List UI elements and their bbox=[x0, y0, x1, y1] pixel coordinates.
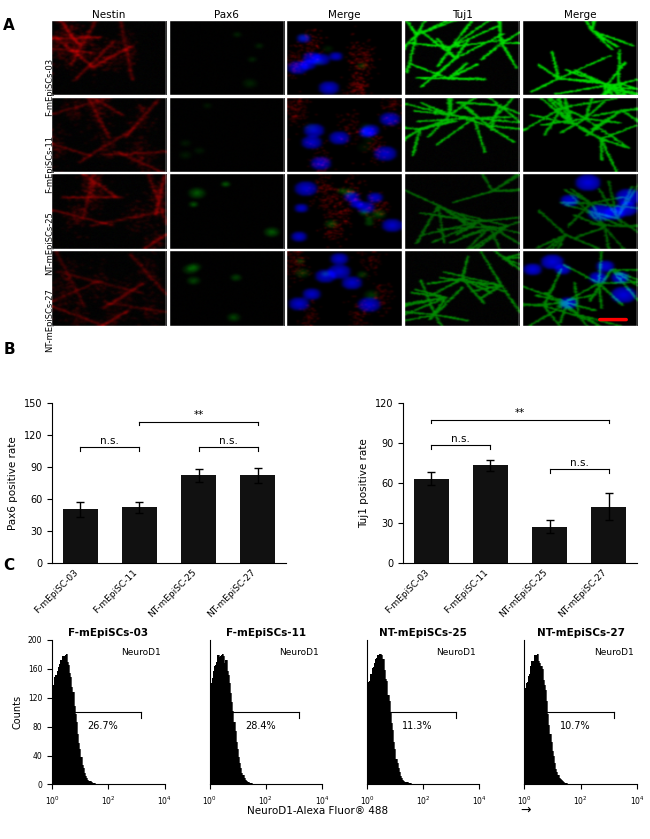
Title: Merge: Merge bbox=[564, 10, 596, 20]
Bar bbox=[473, 466, 508, 563]
Text: **: ** bbox=[515, 409, 525, 419]
Bar bbox=[62, 509, 98, 563]
Text: NeuroD1: NeuroD1 bbox=[279, 649, 318, 658]
Title: NT-mEpiSCs-25: NT-mEpiSCs-25 bbox=[380, 628, 467, 638]
Text: 11.3%: 11.3% bbox=[402, 721, 433, 731]
Y-axis label: NT-mEpiSCs-25: NT-mEpiSCs-25 bbox=[45, 211, 54, 275]
Title: NT-mEpiSCs-27: NT-mEpiSCs-27 bbox=[537, 628, 625, 638]
Text: 28.4%: 28.4% bbox=[245, 721, 276, 731]
Title: Merge: Merge bbox=[328, 10, 361, 20]
Text: 10.7%: 10.7% bbox=[560, 721, 590, 731]
Text: →: → bbox=[520, 804, 530, 816]
Bar bbox=[122, 508, 157, 563]
Text: A: A bbox=[3, 18, 15, 34]
Text: C: C bbox=[3, 558, 14, 573]
Text: NeuroD1: NeuroD1 bbox=[594, 649, 634, 658]
Y-axis label: Counts: Counts bbox=[12, 695, 22, 729]
Text: NeuroD1: NeuroD1 bbox=[436, 649, 476, 658]
Title: Tuj1: Tuj1 bbox=[452, 10, 473, 20]
Y-axis label: NT-mEpiSCs-27: NT-mEpiSCs-27 bbox=[45, 289, 54, 352]
Bar bbox=[532, 527, 567, 563]
Title: Pax6: Pax6 bbox=[214, 10, 239, 20]
Text: n.s.: n.s. bbox=[569, 458, 588, 468]
Y-axis label: F-mEpiSCs-03: F-mEpiSCs-03 bbox=[45, 58, 54, 117]
Text: **: ** bbox=[194, 410, 203, 420]
Title: Nestin: Nestin bbox=[92, 10, 126, 20]
Bar bbox=[181, 475, 216, 563]
Y-axis label: Tuj1 positive rate: Tuj1 positive rate bbox=[359, 438, 369, 528]
Y-axis label: Pax6 positive rate: Pax6 positive rate bbox=[8, 435, 18, 529]
Text: n.s.: n.s. bbox=[218, 436, 237, 446]
Text: NeuroD1: NeuroD1 bbox=[122, 649, 161, 658]
Text: n.s.: n.s. bbox=[452, 434, 471, 444]
Text: B: B bbox=[3, 342, 15, 357]
Bar bbox=[591, 507, 627, 563]
Text: NeuroD1-Alexa Fluor® 488: NeuroD1-Alexa Fluor® 488 bbox=[247, 806, 388, 816]
Text: 26.7%: 26.7% bbox=[87, 721, 118, 731]
Text: n.s.: n.s. bbox=[101, 436, 120, 446]
Bar bbox=[413, 479, 449, 563]
Y-axis label: F-mEpiSCs-11: F-mEpiSCs-11 bbox=[45, 135, 54, 193]
Title: F-mEpiSCs-03: F-mEpiSCs-03 bbox=[68, 628, 148, 638]
Bar bbox=[240, 475, 276, 563]
Title: F-mEpiSCs-11: F-mEpiSCs-11 bbox=[226, 628, 306, 638]
